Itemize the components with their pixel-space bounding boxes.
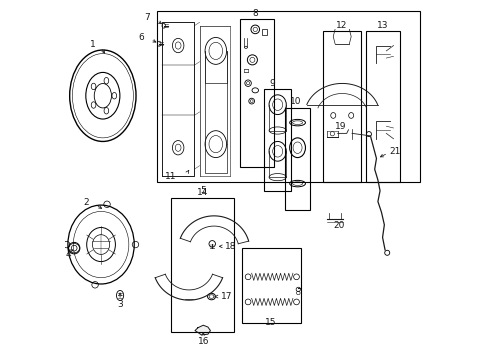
Text: 4: 4	[65, 250, 71, 259]
Text: 15: 15	[265, 318, 276, 327]
Bar	[284, 108, 310, 211]
Text: 14: 14	[196, 188, 207, 197]
Text: 2: 2	[83, 198, 89, 207]
Text: 6: 6	[138, 33, 144, 42]
Text: 21: 21	[389, 147, 400, 156]
Bar	[156, 12, 419, 182]
Text: 16: 16	[197, 337, 208, 346]
Text: 20: 20	[333, 221, 344, 230]
Bar	[261, 30, 267, 35]
Text: 11: 11	[164, 172, 176, 181]
Text: 1: 1	[89, 40, 95, 49]
Text: 3: 3	[117, 300, 122, 309]
Text: 19: 19	[334, 122, 346, 131]
Text: 13: 13	[376, 21, 387, 30]
Bar	[264, 89, 290, 191]
Polygon shape	[195, 325, 210, 335]
Text: 18: 18	[224, 242, 236, 251]
Text: 7: 7	[144, 13, 150, 22]
Text: 8: 8	[252, 9, 258, 18]
Text: 9: 9	[268, 79, 274, 88]
Text: 12: 12	[336, 21, 347, 30]
Bar	[365, 31, 399, 182]
Text: 10: 10	[290, 97, 301, 106]
Text: 17: 17	[220, 292, 231, 301]
Bar	[171, 198, 233, 332]
Bar	[240, 19, 274, 167]
Bar	[241, 248, 300, 323]
Text: 5: 5	[200, 186, 206, 195]
Bar	[323, 31, 360, 182]
